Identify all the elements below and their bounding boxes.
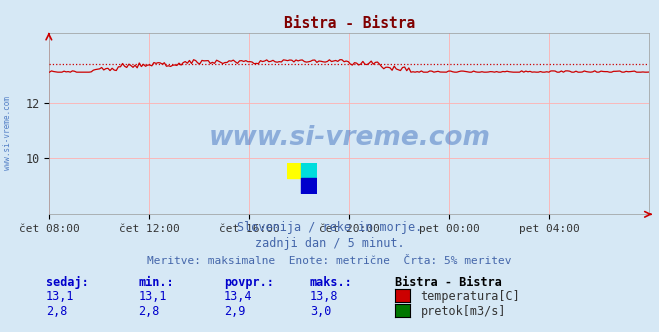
Text: 13,4: 13,4 bbox=[224, 290, 252, 303]
Text: zadnji dan / 5 minut.: zadnji dan / 5 minut. bbox=[254, 237, 405, 250]
Text: pretok[m3/s]: pretok[m3/s] bbox=[420, 305, 506, 318]
Text: www.si-vreme.com: www.si-vreme.com bbox=[3, 96, 13, 170]
Text: 2,8: 2,8 bbox=[138, 305, 159, 318]
Text: sedaj:: sedaj: bbox=[46, 276, 89, 289]
Text: www.si-vreme.com: www.si-vreme.com bbox=[208, 125, 490, 151]
Text: maks.:: maks.: bbox=[310, 276, 353, 289]
Title: Bistra - Bistra: Bistra - Bistra bbox=[283, 16, 415, 31]
Text: min.:: min.: bbox=[138, 276, 174, 289]
Text: 13,1: 13,1 bbox=[46, 290, 74, 303]
Text: Slovenija / reke in morje.: Slovenija / reke in morje. bbox=[237, 221, 422, 234]
Text: 2,8: 2,8 bbox=[46, 305, 67, 318]
Text: Bistra - Bistra: Bistra - Bistra bbox=[395, 276, 502, 289]
Text: temperatura[C]: temperatura[C] bbox=[420, 290, 520, 303]
Text: 3,0: 3,0 bbox=[310, 305, 331, 318]
Text: 13,8: 13,8 bbox=[310, 290, 338, 303]
Text: povpr.:: povpr.: bbox=[224, 276, 274, 289]
Text: Meritve: maksimalne  Enote: metrične  Črta: 5% meritev: Meritve: maksimalne Enote: metrične Črta… bbox=[147, 256, 512, 266]
Text: 13,1: 13,1 bbox=[138, 290, 167, 303]
Text: 2,9: 2,9 bbox=[224, 305, 245, 318]
